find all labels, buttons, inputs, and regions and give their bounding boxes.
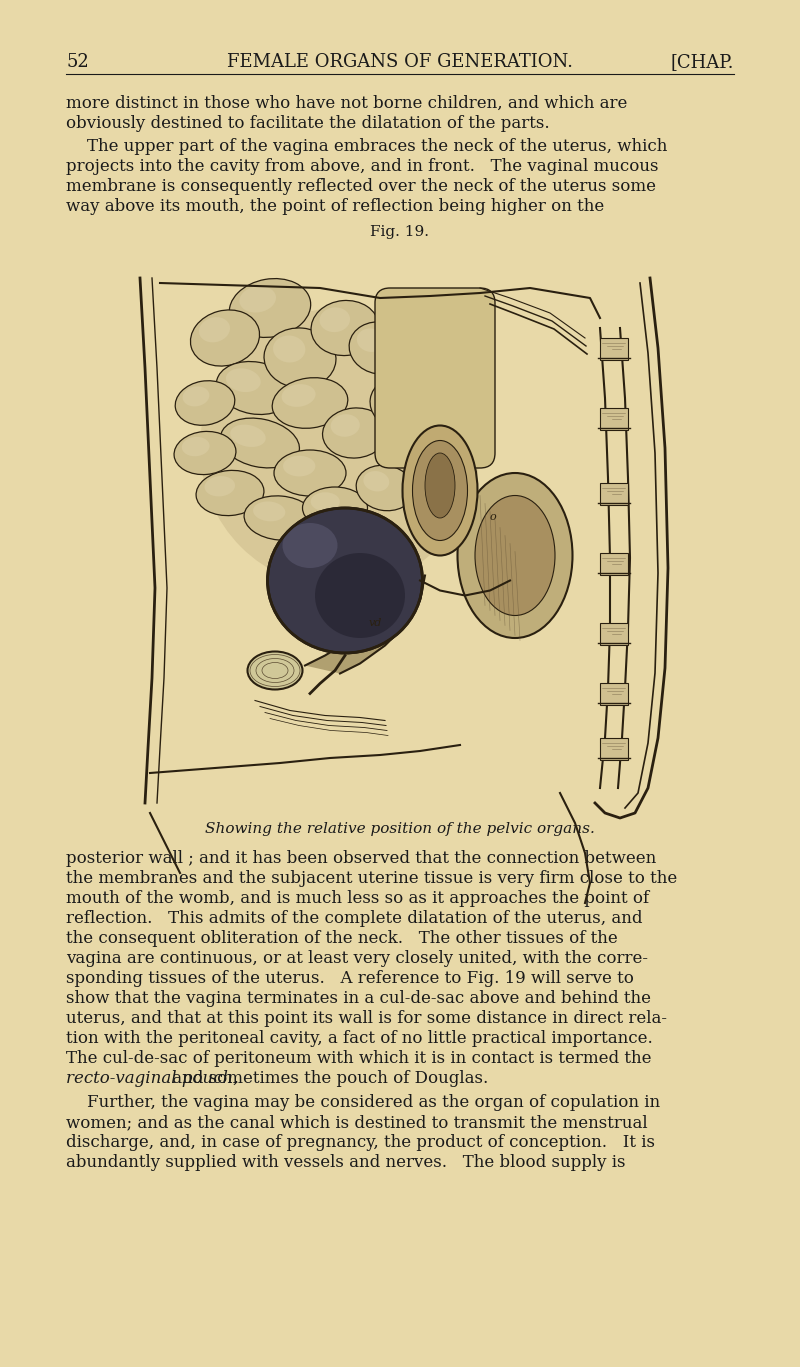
- Text: uterus, and that at this point its wall is for some distance in direct rela-: uterus, and that at this point its wall …: [66, 1010, 667, 1027]
- Ellipse shape: [425, 452, 455, 518]
- Text: and sometimes the pouch of Douglas.: and sometimes the pouch of Douglas.: [167, 1070, 488, 1087]
- Ellipse shape: [247, 652, 302, 689]
- Ellipse shape: [458, 473, 573, 638]
- Ellipse shape: [283, 455, 315, 477]
- Ellipse shape: [282, 524, 338, 569]
- Ellipse shape: [205, 476, 235, 496]
- Text: obviously destined to facilitate the dilatation of the parts.: obviously destined to facilitate the dil…: [66, 115, 550, 133]
- Text: women; and as the canal which is destined to transmit the menstrual: women; and as the canal which is destine…: [66, 1114, 648, 1131]
- Text: posterior wall ; and it has been observed that the connection between: posterior wall ; and it has been observe…: [66, 850, 656, 867]
- Bar: [600, 623, 628, 645]
- Ellipse shape: [244, 496, 316, 540]
- Ellipse shape: [322, 407, 387, 458]
- Ellipse shape: [413, 440, 467, 540]
- Bar: [600, 483, 628, 504]
- Text: mouth of the womb, and is much less so as it approaches the point of: mouth of the womb, and is much less so a…: [66, 890, 649, 906]
- Text: show that the vagina terminates in a cul-de-sac above and behind the: show that the vagina terminates in a cul…: [66, 990, 651, 1007]
- Text: Fig. 19.: Fig. 19.: [370, 226, 430, 239]
- Ellipse shape: [370, 377, 430, 429]
- Text: reflection.   This admits of the complete dilatation of the uterus, and: reflection. This admits of the complete …: [66, 910, 642, 927]
- Ellipse shape: [230, 279, 310, 338]
- Ellipse shape: [349, 321, 411, 375]
- Ellipse shape: [378, 384, 405, 407]
- Text: Showing the relative position of the pelvic organs.: Showing the relative position of the pel…: [205, 822, 595, 837]
- Text: projects into the cavity from above, and in front.   The vaginal mucous: projects into the cavity from above, and…: [66, 159, 658, 175]
- Text: membrane is consequently reflected over the neck of the uterus some: membrane is consequently reflected over …: [66, 178, 656, 195]
- Ellipse shape: [274, 450, 346, 496]
- Ellipse shape: [230, 425, 266, 447]
- Ellipse shape: [174, 432, 236, 474]
- Ellipse shape: [264, 328, 336, 388]
- Ellipse shape: [302, 487, 367, 529]
- Bar: [600, 338, 628, 360]
- Ellipse shape: [199, 317, 230, 342]
- Ellipse shape: [190, 310, 259, 366]
- Text: the membranes and the subjacent uterine tissue is very firm close to the: the membranes and the subjacent uterine …: [66, 869, 678, 887]
- Ellipse shape: [319, 308, 350, 332]
- Ellipse shape: [200, 308, 480, 588]
- Bar: [600, 407, 628, 431]
- Ellipse shape: [475, 495, 555, 615]
- Ellipse shape: [311, 301, 379, 355]
- Polygon shape: [305, 570, 425, 674]
- Ellipse shape: [226, 368, 261, 392]
- Ellipse shape: [356, 465, 414, 511]
- Ellipse shape: [182, 437, 210, 457]
- Ellipse shape: [330, 414, 360, 437]
- Text: recto-vaginal pouch,: recto-vaginal pouch,: [66, 1070, 238, 1087]
- Ellipse shape: [182, 387, 210, 406]
- Ellipse shape: [216, 361, 294, 414]
- Ellipse shape: [357, 328, 385, 351]
- Ellipse shape: [272, 377, 348, 428]
- Text: sponding tissues of the uterus.   A reference to Fig. 19 will serve to: sponding tissues of the uterus. A refere…: [66, 971, 634, 987]
- Text: o: o: [490, 513, 497, 522]
- Text: way above its mouth, the point of reflection being higher on the: way above its mouth, the point of reflec…: [66, 198, 604, 215]
- Ellipse shape: [273, 335, 306, 362]
- Ellipse shape: [267, 509, 422, 653]
- Ellipse shape: [402, 425, 478, 555]
- Text: The upper part of the vagina embraces the neck of the uterus, which: The upper part of the vagina embraces th…: [66, 138, 667, 154]
- Text: The cul-de-sac of peritoneum with which it is in contact is termed the: The cul-de-sac of peritoneum with which …: [66, 1050, 651, 1068]
- Bar: [120, 247, 680, 813]
- Bar: [600, 738, 628, 760]
- Text: the consequent obliteration of the neck.   The other tissues of the: the consequent obliteration of the neck.…: [66, 930, 618, 947]
- Text: FEMALE ORGANS OF GENERATION.: FEMALE ORGANS OF GENERATION.: [227, 53, 573, 71]
- Bar: [600, 684, 628, 705]
- Ellipse shape: [239, 286, 276, 313]
- Text: Further, the vagina may be considered as the organ of copulation in: Further, the vagina may be considered as…: [66, 1094, 660, 1111]
- Text: abundantly supplied with vessels and nerves.   The blood supply is: abundantly supplied with vessels and ner…: [66, 1154, 626, 1172]
- Text: discharge, and, in case of pregnancy, the product of conception.   It is: discharge, and, in case of pregnancy, th…: [66, 1135, 655, 1151]
- Ellipse shape: [315, 554, 405, 638]
- Ellipse shape: [282, 384, 316, 407]
- Bar: [600, 554, 628, 576]
- Ellipse shape: [363, 472, 390, 492]
- Ellipse shape: [196, 470, 264, 515]
- Ellipse shape: [310, 492, 340, 511]
- Text: [CHAP.: [CHAP.: [670, 53, 734, 71]
- Text: 52: 52: [66, 53, 89, 71]
- Text: vd: vd: [368, 618, 382, 627]
- Text: vagina are continuous, or at least very closely united, with the corre-: vagina are continuous, or at least very …: [66, 950, 648, 966]
- Text: tion with the peritoneal cavity, a fact of no little practical importance.: tion with the peritoneal cavity, a fact …: [66, 1029, 653, 1047]
- Ellipse shape: [253, 502, 286, 521]
- FancyBboxPatch shape: [375, 288, 495, 468]
- Ellipse shape: [175, 381, 234, 425]
- Text: more distinct in those who have not borne children, and which are: more distinct in those who have not born…: [66, 94, 627, 112]
- Ellipse shape: [221, 418, 299, 468]
